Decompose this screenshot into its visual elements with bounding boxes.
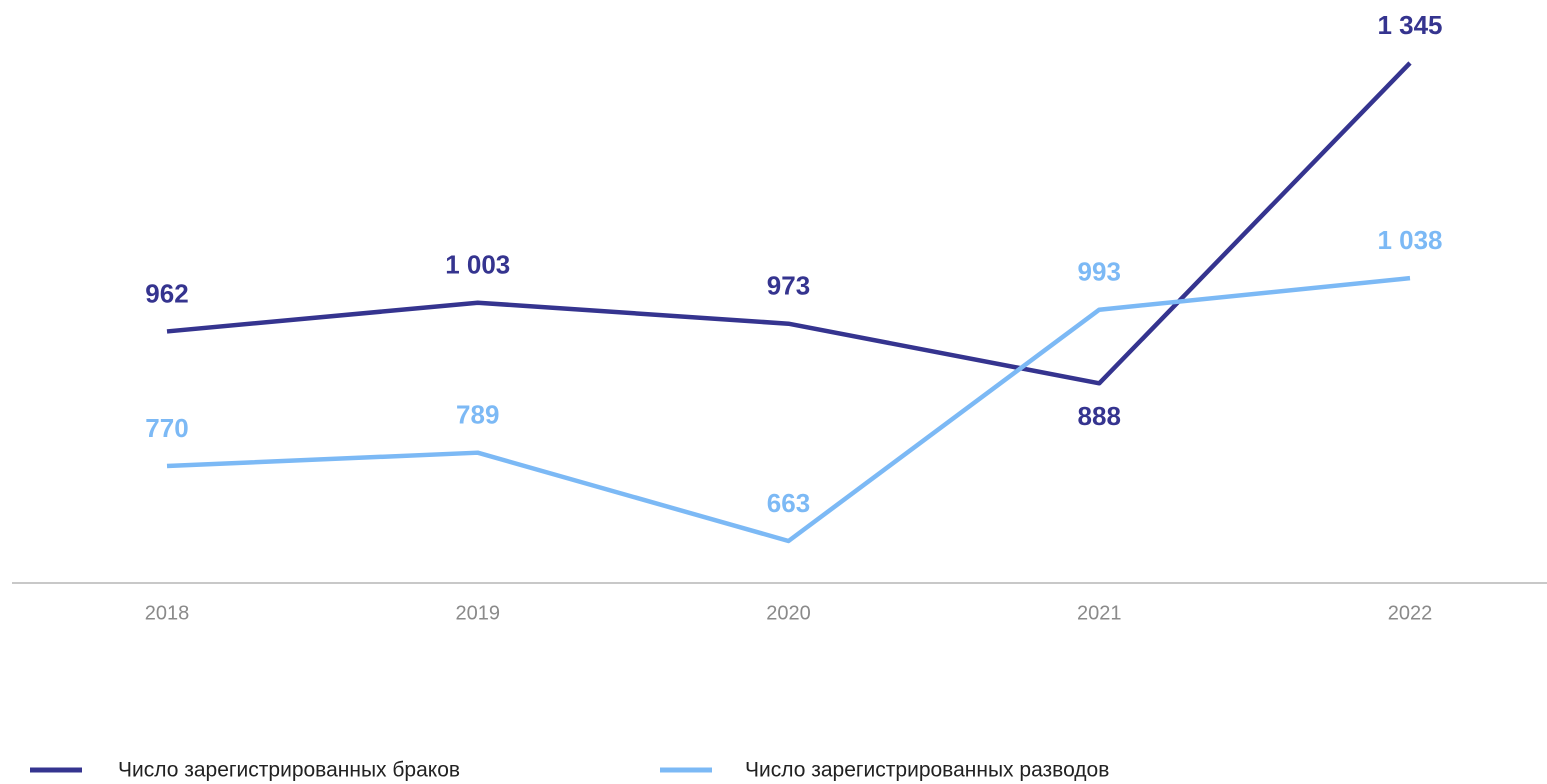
data-label: 993 [1078,257,1121,287]
data-label: 789 [456,400,499,430]
legend-label: Число зарегистрированных разводов [745,759,1109,782]
series-line [166,61,1412,386]
series-line [166,275,1411,544]
data-label: 962 [145,278,188,308]
data-label: 973 [767,271,810,301]
data-label: 663 [767,488,810,518]
data-label: 1 345 [1377,10,1442,40]
x-tick-label: 2021 [1077,602,1122,624]
x-tick-label: 2019 [456,602,501,624]
data-label: 888 [1078,401,1121,431]
legend-label: Число зарегистрированных браков [118,759,460,782]
x-tick-label: 2022 [1388,602,1433,624]
data-label: 1 038 [1377,225,1442,255]
data-label: 770 [145,413,188,443]
x-tick-label: 2018 [145,602,190,624]
data-label: 1 003 [445,250,510,280]
x-tick-label: 2020 [766,602,811,624]
